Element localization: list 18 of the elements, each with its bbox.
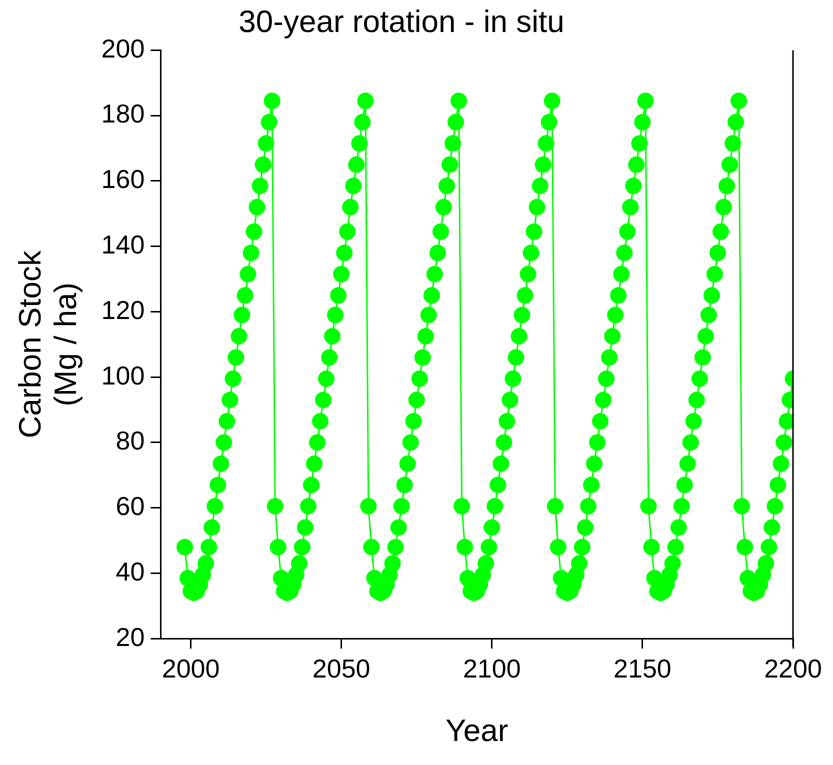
chart-title: 30-year rotation - in situ: [238, 4, 564, 40]
y-tick-label: 140: [101, 230, 145, 260]
y-tick-label: 80: [116, 426, 145, 456]
y-tick-label: 200: [101, 33, 145, 64]
x-tick-label: 2150: [614, 653, 672, 684]
x-tick-label: 2100: [462, 653, 521, 684]
y-tick-label: 20: [116, 622, 145, 652]
y-tick-label: 180: [101, 98, 145, 129]
x-tick-label: 2050: [312, 653, 370, 684]
y-tick-label: 160: [101, 164, 145, 194]
y-tick-label: 120: [101, 294, 145, 325]
x-axis-title: Year: [446, 712, 508, 748]
x-tick-label: 2000: [162, 653, 220, 684]
y-tick-label: 40: [116, 556, 145, 586]
y-tick-label: 60: [116, 491, 145, 522]
x-tick-label: 2200: [764, 653, 822, 684]
y-axis-title: Carbon Stock (Mg / ha): [12, 250, 84, 438]
y-tick-label: 100: [101, 360, 145, 390]
